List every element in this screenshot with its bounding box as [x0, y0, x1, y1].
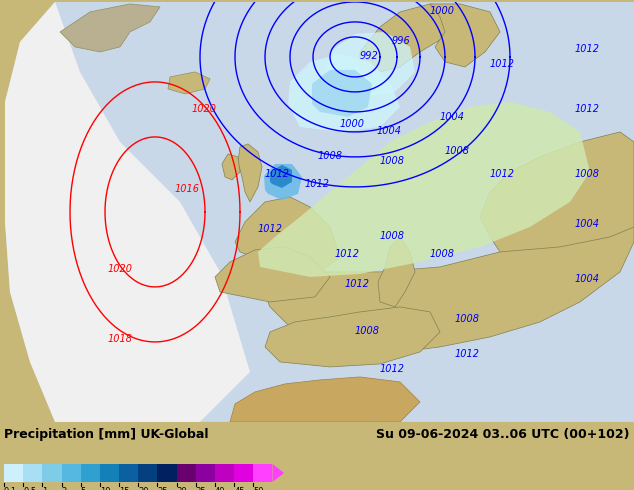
Text: 50: 50 [254, 487, 264, 490]
Text: 1008: 1008 [575, 169, 600, 179]
Polygon shape [168, 72, 210, 94]
Text: Su 09-06-2024 03..06 UTC (00+102): Su 09-06-2024 03..06 UTC (00+102) [377, 428, 630, 441]
Text: 30: 30 [177, 487, 187, 490]
Text: 996: 996 [392, 36, 411, 46]
Text: 1008: 1008 [355, 326, 380, 336]
Polygon shape [238, 144, 262, 202]
Text: 1008: 1008 [380, 156, 405, 166]
Polygon shape [325, 32, 415, 97]
Polygon shape [270, 165, 292, 188]
Text: 20: 20 [138, 487, 149, 490]
Polygon shape [258, 102, 590, 277]
Text: 1008: 1008 [430, 249, 455, 259]
Text: 1016: 1016 [175, 184, 200, 194]
Bar [4, 464, 23, 482]
Text: 40: 40 [215, 487, 226, 490]
Text: 1012: 1012 [345, 279, 370, 289]
Polygon shape [312, 70, 372, 117]
Polygon shape [288, 54, 400, 132]
Polygon shape [480, 132, 634, 252]
Polygon shape [360, 4, 460, 72]
Bar [100, 464, 119, 482]
Bar [157, 464, 177, 482]
Text: 1008: 1008 [445, 146, 470, 156]
Polygon shape [378, 237, 415, 307]
Bar [196, 464, 215, 482]
Text: 25: 25 [157, 487, 168, 490]
Text: 45: 45 [234, 487, 245, 490]
Text: 1008: 1008 [455, 314, 480, 324]
Polygon shape [5, 2, 634, 422]
Polygon shape [430, 4, 500, 67]
Polygon shape [260, 142, 634, 352]
Bar [81, 464, 100, 482]
Bar [23, 464, 42, 482]
Text: 0.5: 0.5 [23, 487, 36, 490]
Text: 1012: 1012 [490, 59, 515, 69]
Bar [119, 464, 138, 482]
Polygon shape [235, 197, 340, 272]
Text: 2: 2 [61, 487, 67, 490]
Text: 1018: 1018 [108, 334, 133, 344]
Polygon shape [230, 377, 420, 422]
Text: 992: 992 [360, 51, 378, 61]
Text: 1004: 1004 [440, 112, 465, 122]
Text: 1020: 1020 [192, 104, 217, 114]
Text: 1012: 1012 [455, 349, 480, 359]
Bar [138, 464, 157, 482]
Bar [177, 464, 196, 482]
Text: 1012: 1012 [305, 179, 330, 189]
Bar [215, 464, 234, 482]
Text: 1008: 1008 [318, 151, 343, 161]
Text: 1012: 1012 [335, 249, 360, 259]
Polygon shape [264, 164, 302, 200]
Text: 15: 15 [119, 487, 129, 490]
Bar [254, 464, 273, 482]
Text: 1012: 1012 [490, 169, 515, 179]
Bar [234, 464, 254, 482]
Text: 1020: 1020 [108, 264, 133, 274]
Text: 1004: 1004 [377, 126, 402, 136]
Text: 35: 35 [196, 487, 207, 490]
Text: 0.1: 0.1 [4, 487, 17, 490]
Text: Precipitation [mm] UK-Global: Precipitation [mm] UK-Global [4, 428, 209, 441]
Text: 1004: 1004 [575, 219, 600, 229]
Text: 1004: 1004 [575, 274, 600, 284]
Text: 1: 1 [42, 487, 48, 490]
Text: 1012: 1012 [380, 364, 405, 374]
Text: 1000: 1000 [340, 119, 365, 129]
Text: 1012: 1012 [258, 224, 283, 234]
Polygon shape [60, 4, 160, 52]
Text: 1012: 1012 [265, 169, 290, 179]
Polygon shape [265, 307, 440, 367]
Bar [61, 464, 81, 482]
Text: 5: 5 [81, 487, 86, 490]
Text: 10: 10 [100, 487, 110, 490]
Polygon shape [215, 247, 330, 302]
Bar [42, 464, 61, 482]
Text: 1012: 1012 [575, 104, 600, 114]
Text: 1008: 1008 [380, 231, 405, 241]
Text: 1012: 1012 [575, 44, 600, 54]
Polygon shape [5, 2, 250, 422]
Polygon shape [273, 464, 284, 482]
Polygon shape [222, 154, 240, 180]
Text: 1000: 1000 [430, 6, 455, 16]
